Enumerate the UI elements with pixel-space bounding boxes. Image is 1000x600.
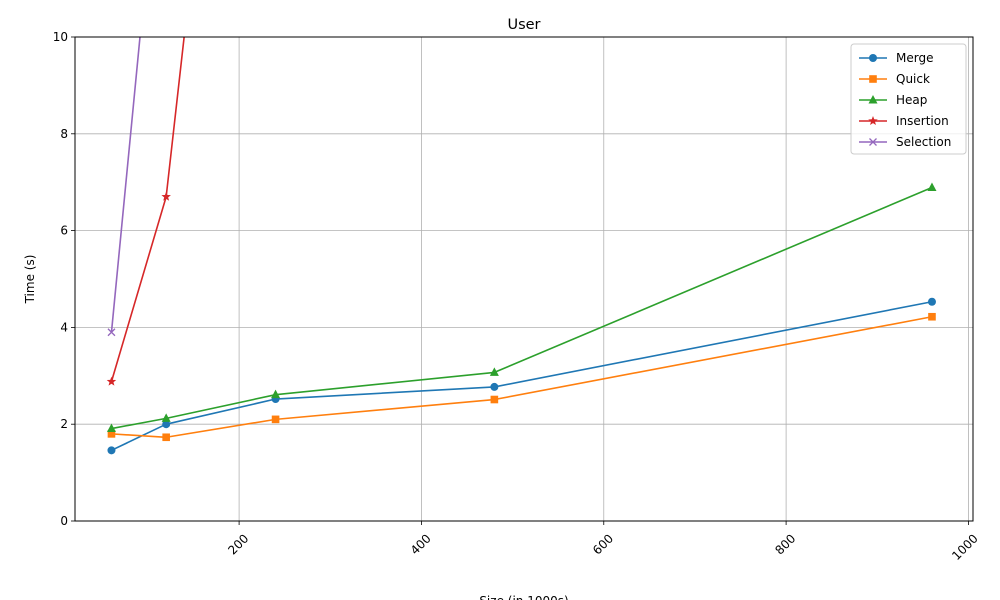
data-point-merge — [490, 382, 499, 391]
y-tick-label: 4 — [60, 320, 68, 334]
legend-label-insertion: Insertion — [896, 114, 949, 128]
data-point-heap — [271, 389, 281, 399]
data-point-quick — [107, 430, 116, 438]
data-point-heap — [927, 182, 937, 192]
legend-label-heap: Heap — [896, 93, 927, 107]
data-point-merge — [927, 297, 936, 306]
legend-frame — [850, 43, 967, 155]
data-point-merge — [162, 420, 171, 429]
y-tick-label: 2 — [60, 417, 68, 431]
data-point-heap — [106, 423, 116, 433]
legend-label-merge: Merge — [896, 51, 933, 65]
legend-marker-heap — [868, 95, 878, 104]
series-line-selection — [110, 37, 141, 333]
y-tick-label: 10 — [53, 30, 68, 44]
data-point-heap — [489, 367, 499, 376]
legend-label-selection: Selection — [896, 135, 951, 149]
data-point-quick — [271, 415, 280, 424]
y-tick-label: 6 — [60, 224, 68, 238]
data-point-quick — [162, 433, 170, 442]
legend-marker-merge — [869, 54, 877, 62]
y-axis-title: Time (s) — [23, 255, 37, 305]
chart-title: User — [507, 17, 540, 33]
legend-marker-selection — [869, 138, 877, 146]
data-point-merge — [107, 446, 116, 455]
y-tick-label: 8 — [60, 127, 68, 141]
legend-label-quick: Quick — [896, 72, 930, 86]
legend-marker-insertion — [868, 116, 878, 126]
data-point-heap — [161, 413, 171, 422]
data-point-quick — [928, 312, 936, 321]
x-axis-title: Size (in 1000s) — [479, 594, 568, 600]
plot-area-frame — [74, 36, 974, 522]
legend: Merge Quick Heap Insertion Selection — [850, 43, 967, 155]
legend-marker-quick — [869, 75, 877, 83]
data-point-selection — [107, 328, 116, 337]
data-point-insertion — [161, 191, 171, 201]
legend-items: Merge Quick Heap Insertion Selection — [859, 51, 951, 149]
marker-layer — [106, 182, 937, 455]
data-point-insertion — [106, 376, 117, 386]
y-tick-label: 0 — [60, 514, 68, 528]
y-axis-ticks: 0 2 4 6 8 10 — [53, 30, 75, 528]
data-point-quick — [490, 395, 499, 404]
